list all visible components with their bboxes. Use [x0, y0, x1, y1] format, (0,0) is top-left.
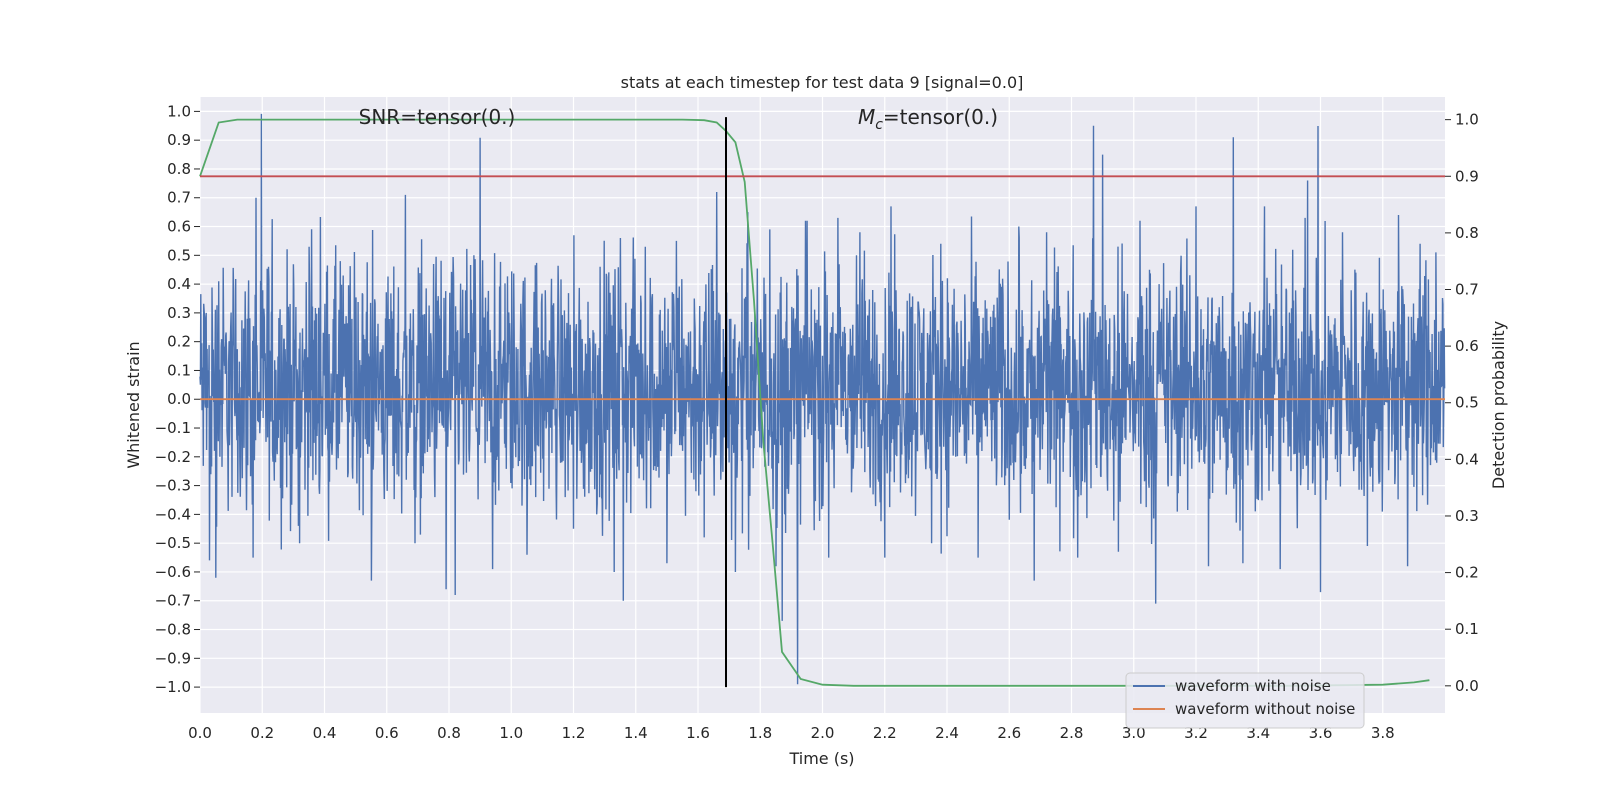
- y-tick-label-left: 0.4: [167, 275, 191, 293]
- y-tick-label-left: 0.9: [167, 131, 191, 149]
- x-tick-label: 1.8: [748, 724, 772, 742]
- y-tick-label-left: −0.4: [155, 505, 191, 523]
- y-tick-label-left: −1.0: [155, 678, 191, 696]
- y-tick-label-right: 1.0: [1455, 111, 1479, 129]
- y-tick-label-left: 0.7: [167, 189, 191, 207]
- y-tick-label-left: −0.3: [155, 477, 191, 495]
- y-tick-label-right: 0.6: [1455, 337, 1479, 355]
- x-tick-label: 2.6: [997, 724, 1021, 742]
- series-waveform-with-noise: [199, 113, 1446, 685]
- noise-series: [199, 113, 1446, 685]
- y-tick-label-left: 1.0: [167, 102, 191, 120]
- y-tick-label-left: −0.8: [155, 621, 191, 639]
- x-tick-label: 2.4: [935, 724, 959, 742]
- y-tick-label-left: 0.1: [167, 361, 191, 379]
- y-tick-label-left: 0.8: [167, 160, 191, 178]
- chirp-mass-annotation: Mc=tensor(0.): [858, 105, 998, 133]
- y-tick-label-left: −0.2: [155, 448, 191, 466]
- y-tick-label-left: 0.0: [167, 390, 191, 408]
- x-tick-label: 1.4: [624, 724, 648, 742]
- y-tick-label-left: −0.9: [155, 649, 191, 667]
- x-tick-label: 3.8: [1371, 724, 1395, 742]
- y-tick-label-left: 0.6: [167, 218, 191, 236]
- y-axis-label-left: Whitened strain: [124, 341, 143, 468]
- x-tick-label: 2.2: [873, 724, 897, 742]
- x-tick-label: 0.0: [188, 724, 212, 742]
- legend: waveform with noise waveform without noi…: [1125, 672, 1365, 729]
- x-axis-label: Time (s): [788, 749, 854, 768]
- y-tick-label-left: 0.3: [167, 304, 191, 322]
- x-tick-label: 1.6: [686, 724, 710, 742]
- line-series: [199, 117, 1445, 688]
- x-tick-label: 2.0: [811, 724, 835, 742]
- y-tick-label-left: −0.7: [155, 592, 191, 610]
- y-tick-label-right: 0.2: [1455, 564, 1479, 582]
- x-tick-label: 0.8: [437, 724, 461, 742]
- legend-label-noise: waveform with noise: [1175, 677, 1331, 695]
- ticks: 0.0 0.2 0.4 0.6 0.8 1.0 1.2 1.4 1.6 1.8 2.0 2.2 2.4 2…: [155, 102, 1479, 742]
- legend-frame: [1125, 672, 1365, 729]
- y-tick-label-right: 0.5: [1455, 394, 1479, 412]
- y-tick-label-right: 0.1: [1455, 620, 1479, 638]
- y-tick-label-right: 0.4: [1455, 450, 1479, 468]
- y-tick-label-right: 0.3: [1455, 507, 1479, 525]
- x-tick-label: 0.6: [375, 724, 399, 742]
- legend-label-clean: waveform without noise: [1175, 700, 1355, 718]
- chart-title: stats at each timestep for test data 9 […: [621, 73, 1024, 92]
- snr-annotation: SNR=tensor(0.): [359, 105, 516, 129]
- y-tick-label-right: 0.8: [1455, 224, 1479, 242]
- y-tick-label-left: −0.6: [155, 563, 191, 581]
- x-tick-label: 1.2: [562, 724, 586, 742]
- x-tick-label: 0.4: [313, 724, 337, 742]
- y-tick-label-right: 0.7: [1455, 281, 1479, 299]
- y-tick-label-left: −0.1: [155, 419, 191, 437]
- y-tick-label-left: −0.5: [155, 534, 191, 552]
- y-tick-label-left: 0.5: [167, 246, 191, 264]
- y-tick-label-left: 0.2: [167, 333, 191, 351]
- y-tick-label-right: 0.0: [1455, 677, 1479, 695]
- series-detection-probability: [199, 118, 1430, 687]
- y-tick-label-right: 0.9: [1455, 167, 1479, 185]
- y-axis-label-right: Detection probability: [1489, 321, 1508, 489]
- x-tick-label: 2.8: [1060, 724, 1084, 742]
- x-tick-label: 0.2: [250, 724, 274, 742]
- x-tick-label: 1.0: [499, 724, 523, 742]
